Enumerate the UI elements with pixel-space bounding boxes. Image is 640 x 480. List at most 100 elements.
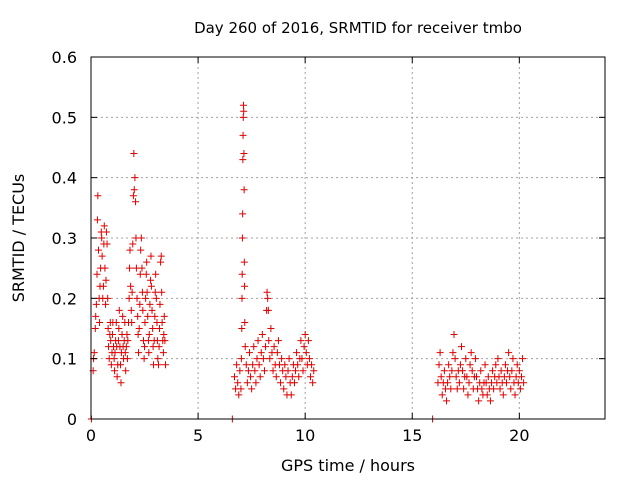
data-point	[468, 367, 476, 375]
chart-title: Day 260 of 2016, SRMTID for receiver tmb…	[194, 19, 522, 37]
data-point	[297, 337, 305, 345]
data-point	[460, 385, 468, 393]
data-point	[158, 288, 166, 296]
data-point	[477, 367, 485, 375]
data-point	[508, 367, 516, 375]
data-point	[516, 385, 524, 393]
data-point	[281, 361, 289, 369]
data-point	[280, 385, 288, 393]
data-points	[87, 101, 528, 423]
data-point	[230, 373, 238, 381]
data-point	[131, 174, 139, 182]
data-point	[99, 282, 107, 290]
data-point	[240, 150, 248, 158]
data-point	[448, 367, 456, 375]
data-point	[451, 355, 459, 363]
data-point	[93, 270, 101, 278]
data-point	[93, 216, 101, 224]
data-point	[96, 318, 104, 326]
data-point	[117, 379, 125, 387]
data-point	[135, 325, 143, 332]
data-point	[264, 306, 272, 314]
data-point	[513, 361, 521, 369]
data-point	[243, 379, 251, 387]
data-point	[115, 325, 123, 332]
data-point	[489, 367, 497, 375]
data-point	[147, 252, 155, 260]
data-point	[155, 343, 163, 351]
data-point	[98, 234, 106, 242]
data-point	[138, 264, 146, 272]
axis-ticks: 0 5 10 15 20 0 0.1 0.2 0.3 0.4 0.5 0.6	[52, 48, 605, 445]
data-point	[277, 379, 285, 387]
data-point	[466, 361, 474, 369]
data-point	[148, 306, 156, 314]
data-point	[458, 343, 466, 351]
data-point	[117, 361, 125, 369]
data-point	[102, 228, 110, 236]
data-point	[299, 367, 307, 375]
y-axis-label: SRMTID / TECUs	[9, 174, 28, 303]
data-point	[463, 373, 471, 381]
data-point	[122, 343, 130, 351]
data-point	[157, 258, 165, 266]
data-point	[143, 258, 151, 266]
data-point	[128, 318, 136, 326]
data-point	[238, 294, 246, 302]
data-point	[242, 361, 250, 369]
data-point	[505, 349, 513, 357]
data-point	[126, 246, 134, 254]
data-point	[139, 306, 147, 314]
data-point	[269, 367, 277, 375]
data-point	[250, 343, 258, 351]
y-tick-label: 0.6	[52, 48, 77, 67]
data-point	[238, 234, 246, 242]
data-point	[287, 391, 295, 399]
data-point	[136, 270, 144, 278]
data-point	[147, 276, 155, 284]
data-point	[130, 186, 138, 194]
data-point	[123, 355, 131, 363]
data-point	[255, 361, 263, 369]
data-point	[481, 361, 489, 369]
data-point	[240, 258, 248, 266]
data-point	[265, 337, 273, 345]
data-point	[127, 306, 135, 314]
data-point	[122, 367, 130, 375]
data-point	[112, 318, 120, 326]
data-point	[134, 331, 142, 339]
data-point	[270, 343, 278, 351]
data-point	[520, 379, 528, 387]
data-point	[304, 337, 312, 345]
data-point	[157, 252, 165, 260]
data-point	[149, 325, 157, 332]
data-point	[151, 288, 159, 296]
data-point	[305, 355, 313, 363]
data-point	[119, 312, 127, 320]
data-point	[145, 349, 153, 357]
data-point	[236, 367, 244, 375]
data-point	[484, 373, 492, 381]
data-point	[452, 373, 460, 381]
data-point	[92, 312, 100, 320]
data-point	[102, 276, 110, 284]
data-point	[111, 349, 119, 357]
data-point	[507, 385, 515, 393]
data-point	[142, 270, 150, 278]
data-point	[438, 391, 446, 399]
data-point	[160, 331, 168, 339]
data-point	[108, 331, 116, 339]
data-point	[91, 325, 99, 332]
data-point	[149, 343, 157, 351]
data-point	[259, 355, 267, 363]
data-point	[156, 325, 164, 332]
data-point	[502, 379, 510, 387]
data-point	[282, 373, 290, 381]
data-point	[509, 355, 517, 363]
data-point	[143, 288, 151, 296]
data-point	[132, 198, 140, 206]
data-point	[288, 373, 296, 381]
data-point	[113, 373, 121, 381]
data-point	[258, 331, 266, 339]
